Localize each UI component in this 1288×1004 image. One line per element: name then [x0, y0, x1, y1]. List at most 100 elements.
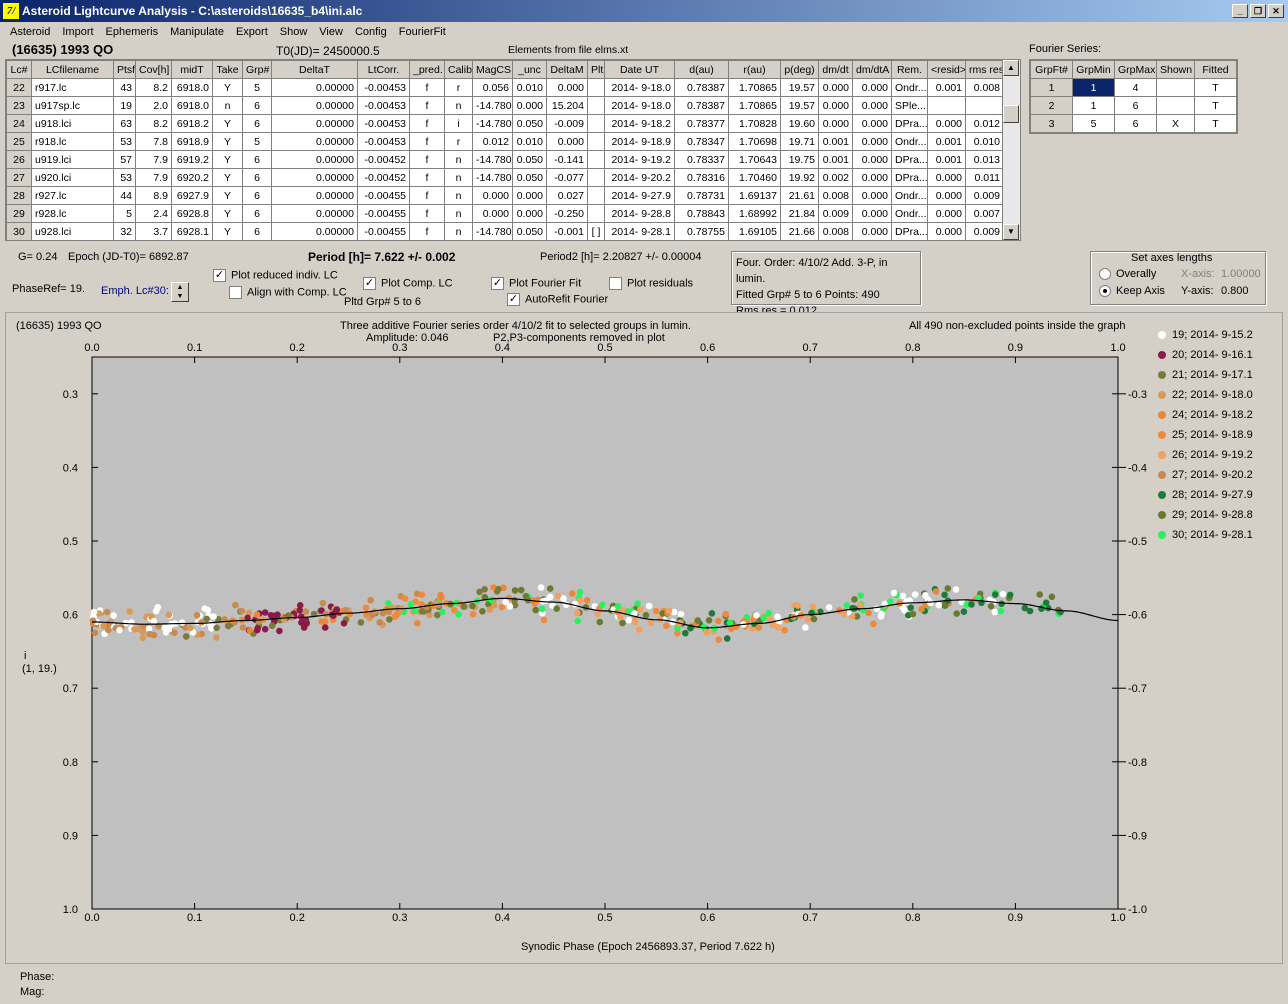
table-cell[interactable]: Y [212, 114, 243, 133]
table-cell[interactable]: 0.000 [852, 96, 892, 115]
plot-reduced-checkbox[interactable]: ✓ Plot reduced indiv. LC [213, 269, 338, 282]
table-cell[interactable]: 8.2 [135, 114, 172, 133]
table-cell[interactable]: -14.780 [472, 150, 513, 169]
table-cell[interactable]: [ ] [587, 222, 605, 240]
table-cell[interactable]: f [409, 204, 445, 223]
table-cell[interactable] [587, 204, 605, 223]
table-cell[interactable]: 0.008 [818, 222, 853, 240]
table-cell[interactable]: -0.00453 [357, 96, 410, 115]
table-cell[interactable]: 2014- 9-28.1 [604, 222, 675, 240]
table-cell[interactable]: 2014- 9-18.2 [604, 114, 675, 133]
table-cell[interactable]: 6918.9 [171, 132, 213, 151]
table-cell[interactable]: 1.70698 [728, 132, 781, 151]
table-cell[interactable]: 2014- 9-28.8 [604, 204, 675, 223]
menu-ephemeris[interactable]: Ephemeris [105, 26, 159, 38]
table-cell[interactable]: n [444, 222, 473, 240]
table-cell[interactable]: u918.lci [31, 114, 114, 133]
table-cell[interactable]: Ondr... [891, 204, 928, 223]
table-cell[interactable]: Y [212, 78, 243, 97]
table-cell[interactable]: f [409, 114, 445, 133]
table-cell[interactable]: -0.009 [546, 114, 588, 133]
table-cell[interactable]: 0.013 [965, 150, 1004, 169]
column-header[interactable]: dm/dt [818, 60, 853, 79]
table-cell[interactable]: 0.000 [472, 204, 513, 223]
x-axis-value[interactable]: 1.00000 [1221, 268, 1261, 280]
column-header[interactable]: LCfilename [31, 60, 114, 79]
table-row[interactable]: 23 u917sp.lc 19 2.0 6918.0 n 6 0.00000 -0.00453 f… [6, 96, 1004, 115]
column-header[interactable]: d(au) [674, 60, 729, 79]
table-cell[interactable]: 6927.9 [171, 186, 213, 205]
table-cell[interactable]: 53 [113, 132, 136, 151]
table-cell[interactable]: r918.lc [31, 132, 114, 151]
table-cell[interactable] [587, 150, 605, 169]
table-cell[interactable]: n [444, 96, 473, 115]
table-cell[interactable] [587, 114, 605, 133]
table-cell[interactable]: 22 [6, 78, 32, 97]
plot-residuals-checkbox[interactable]: Plot residuals [609, 277, 693, 290]
fourier-cell[interactable]: 5 [1072, 114, 1115, 133]
fourier-cell[interactable]: X [1156, 114, 1195, 133]
restore-button[interactable]: ❐ [1250, 4, 1266, 18]
table-row[interactable]: 30 u928.lci 32 3.7 6928.1 Y 6 0.00000 -0.00455 f n… [6, 222, 1004, 240]
fourier-cell[interactable]: 6 [1114, 96, 1157, 115]
table-cell[interactable]: -14.780 [472, 222, 513, 240]
overall-radio[interactable]: Overally [1099, 268, 1156, 281]
table-cell[interactable]: 0.010 [512, 78, 547, 97]
table-cell[interactable]: 0.000 [472, 186, 513, 205]
fourier-column-header[interactable]: GrpMin [1072, 60, 1115, 79]
table-cell[interactable]: 6 [242, 114, 272, 133]
table-cell[interactable]: 6928.8 [171, 204, 213, 223]
table-cell[interactable]: r928.lc [31, 204, 114, 223]
column-header[interactable]: Date UT [604, 60, 675, 79]
emph-spinner[interactable]: ▲ ▼ [171, 282, 189, 302]
table-cell[interactable]: 0.009 [965, 186, 1004, 205]
table-cell[interactable]: -0.00453 [357, 132, 410, 151]
column-header[interactable]: Cov[h] [135, 60, 172, 79]
table-cell[interactable]: 0.000 [927, 114, 966, 133]
lightcurve-plot[interactable]: 0.0 0.0 0.1 0.1 0.2 0.2 0.3 0.3 0.4 0.4 0.5 0.5 0.6 0… [6, 313, 1282, 963]
column-header[interactable]: Take [212, 60, 243, 79]
table-cell[interactable]: 44 [113, 186, 136, 205]
table-cell[interactable]: 29 [6, 204, 32, 223]
fourier-cell[interactable]: T [1194, 96, 1237, 115]
table-cell[interactable]: 0.000 [852, 222, 892, 240]
table-cell[interactable]: 0.000 [512, 96, 547, 115]
fourier-cell[interactable]: T [1194, 114, 1237, 133]
table-row[interactable]: 25 r918.lc 53 7.8 6918.9 Y 5 0.00000 -0.00453 f r 0… [6, 132, 1004, 151]
table-cell[interactable]: 15.204 [546, 96, 588, 115]
table-cell[interactable]: -0.00455 [357, 204, 410, 223]
table-cell[interactable]: -0.001 [546, 222, 588, 240]
table-cell[interactable]: 0.00000 [271, 204, 358, 223]
table-cell[interactable]: 6 [242, 150, 272, 169]
table-cell[interactable]: f [409, 168, 445, 187]
menu-import[interactable]: Import [62, 26, 94, 38]
table-cell[interactable]: 1.70460 [728, 168, 781, 187]
table-cell[interactable]: 2.4 [135, 204, 172, 223]
table-cell[interactable]: 1.69137 [728, 186, 781, 205]
table-cell[interactable]: 0.00000 [271, 78, 358, 97]
column-header[interactable]: DeltaM [546, 60, 588, 79]
table-cell[interactable]: SPle... [891, 96, 928, 115]
table-cell[interactable]: f [409, 78, 445, 97]
table-cell[interactable]: Y [212, 204, 243, 223]
menu-manipulate[interactable]: Manipulate [170, 26, 224, 38]
table-cell[interactable]: 0.001 [927, 150, 966, 169]
table-cell[interactable]: 6 [242, 96, 272, 115]
table-cell[interactable]: -0.00453 [357, 114, 410, 133]
table-cell[interactable]: 1.69105 [728, 222, 781, 240]
table-cell[interactable]: 0.000 [852, 150, 892, 169]
table-cell[interactable]: 21.61 [780, 186, 819, 205]
table-cell[interactable]: 2014- 9-20.2 [604, 168, 675, 187]
table-cell[interactable]: 0.78387 [674, 96, 729, 115]
table-cell[interactable]: 0.000 [852, 78, 892, 97]
table-cell[interactable]: r [444, 132, 473, 151]
table-row[interactable]: 26 u919.lci 57 7.9 6919.2 Y 6 0.00000 -0.00452 f n… [6, 150, 1004, 169]
table-cell[interactable]: 6918.2 [171, 114, 213, 133]
table-cell[interactable]: Ondr... [891, 78, 928, 97]
align-comp-checkbox[interactable]: Align with Comp. LC [229, 286, 347, 299]
table-cell[interactable]: 5 [242, 78, 272, 97]
table-cell[interactable]: 1.70865 [728, 78, 781, 97]
table-cell[interactable]: 8.2 [135, 78, 172, 97]
